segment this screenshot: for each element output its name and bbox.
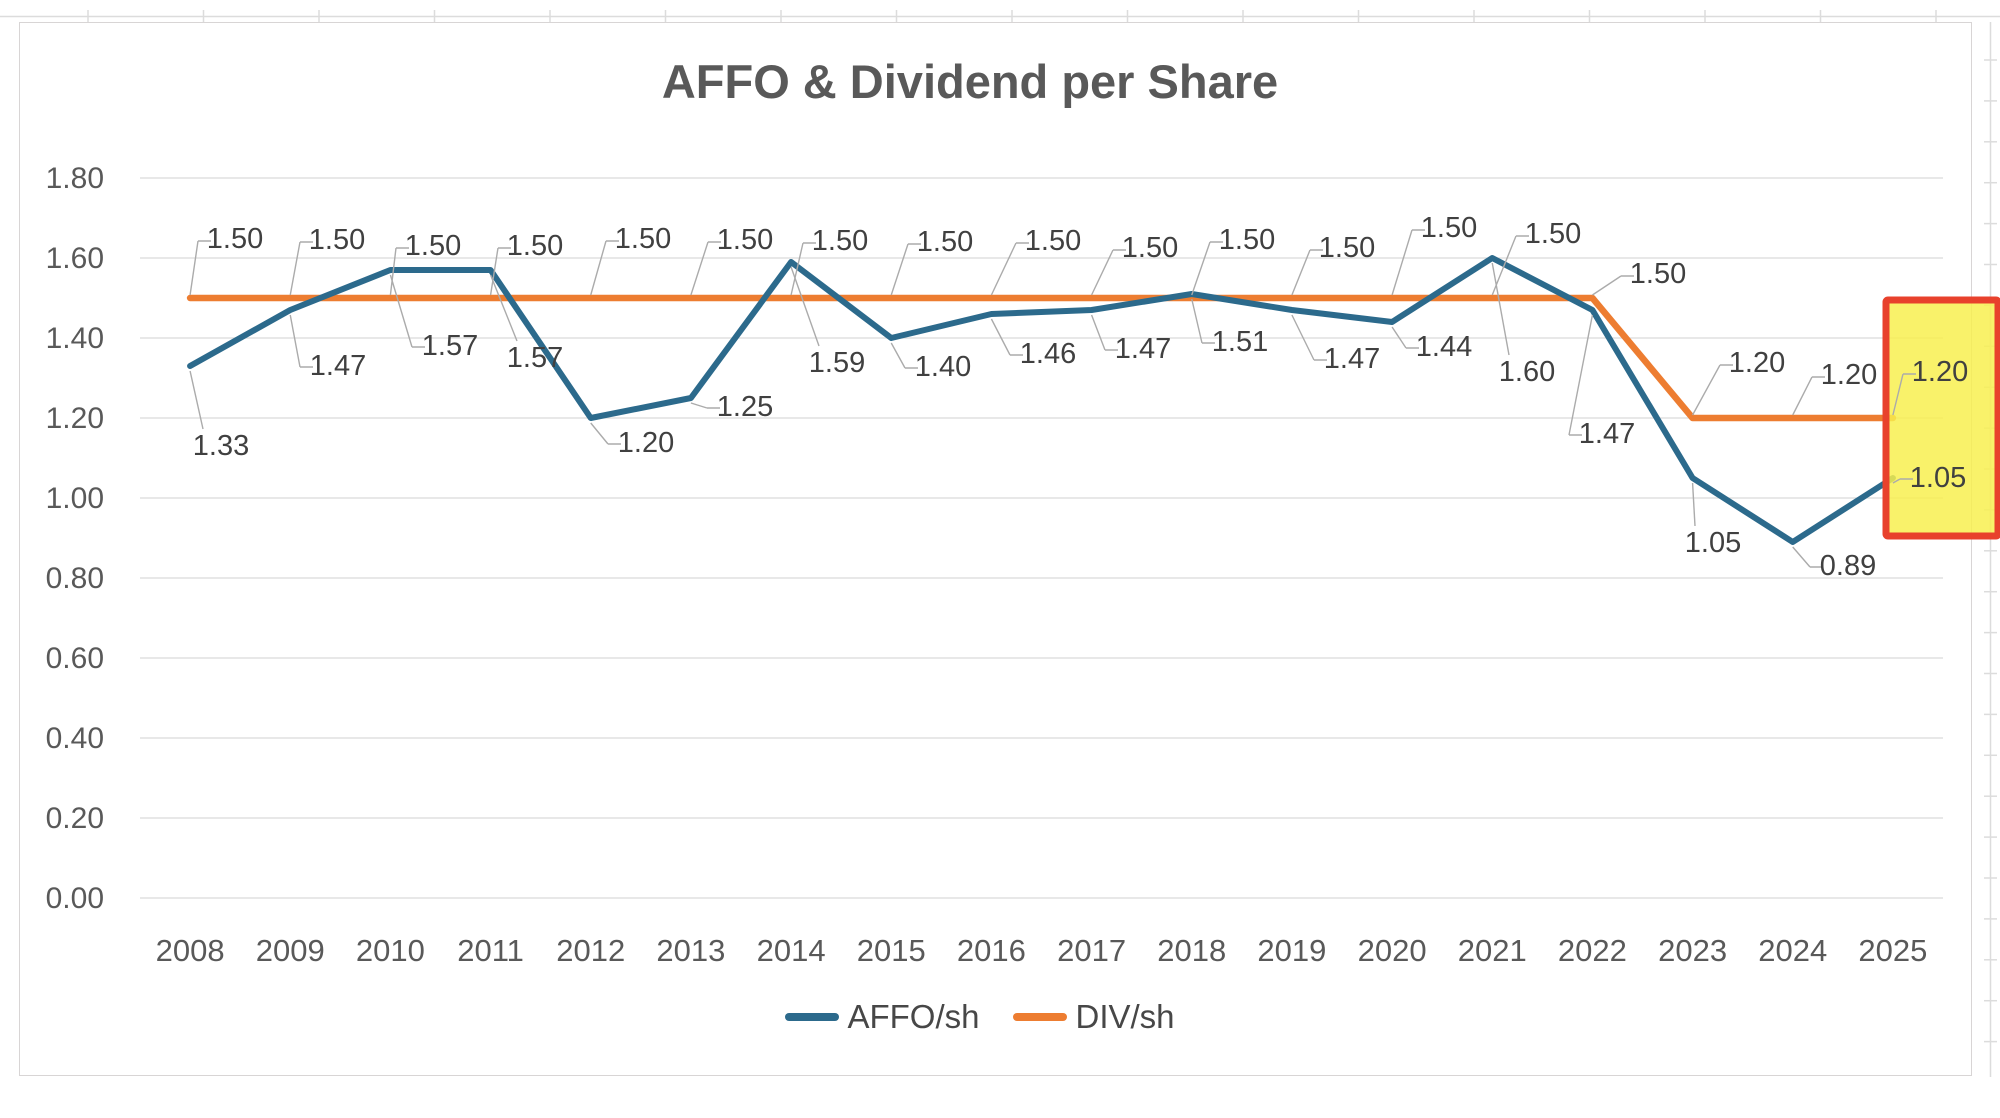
y-tick-label: 1.80 <box>46 162 104 195</box>
affo-data-label: 1.57 <box>422 330 478 362</box>
div-data-label: 1.50 <box>1319 232 1375 264</box>
affo-data-label: 0.89 <box>1820 550 1876 582</box>
x-tick-label: 2009 <box>256 933 325 968</box>
x-axis-labels: 2008 2009 2010 2011 2012 2013 2014 2015 2016 2017… <box>156 933 1928 968</box>
affo-data-label: 1.47 <box>310 350 366 382</box>
affo-data-label: 1.25 <box>717 391 773 423</box>
affo-data-label: 1.05 <box>1685 527 1741 559</box>
div-data-label: 1.50 <box>812 225 868 257</box>
highlighted-labels: 1.20 1.05 <box>1892 356 1968 494</box>
affo-line-marker <box>785 1013 840 1021</box>
affo-data-label: 1.33 <box>193 430 249 462</box>
affo-data-label: 1.40 <box>915 351 971 383</box>
x-tick-label: 2016 <box>957 933 1026 968</box>
affo-data-label: 1.51 <box>1212 326 1268 358</box>
legend-item-div[interactable]: DIV/sh <box>1013 998 1175 1036</box>
div-data-label: 1.50 <box>405 230 461 262</box>
highlight-box-2025[interactable] <box>1882 296 2000 540</box>
div-data-label: 1.50 <box>1025 225 1081 257</box>
chart-object[interactable] <box>19 22 1972 1076</box>
affo-series-line[interactable] <box>187 255 1896 545</box>
gridlines <box>140 177 1943 899</box>
div-data-label: 1.50 <box>1630 258 1686 290</box>
legend-label-div: DIV/sh <box>1075 998 1175 1035</box>
x-tick-label: 2023 <box>1658 933 1727 968</box>
y-tick-label: 0.60 <box>46 642 104 675</box>
y-tick-label: 1.60 <box>46 242 104 275</box>
div-data-label: 1.50 <box>1219 224 1275 256</box>
data-labels: 1.50 1.33 1.50 1.47 1.50 1.57 1.50 1.57 1.50 1.20… <box>189 212 1877 582</box>
x-tick-label: 2024 <box>1758 933 1827 968</box>
legend: AFFO/sh DIV/sh <box>0 998 1960 1036</box>
div-data-label: 1.50 <box>309 224 365 256</box>
affo-data-label: 1.59 <box>809 347 865 379</box>
legend-label-affo: AFFO/sh <box>847 998 980 1035</box>
div-data-label: 1.50 <box>917 226 973 258</box>
div-data-label: 1.50 <box>1122 232 1178 264</box>
div-data-label: 1.50 <box>615 223 671 255</box>
y-tick-label: 0.80 <box>46 562 104 595</box>
x-tick-label: 2013 <box>656 933 725 968</box>
affo-data-label: 1.47 <box>1115 333 1171 365</box>
y-tick-label: 0.20 <box>46 802 104 835</box>
x-tick-label: 2018 <box>1157 933 1226 968</box>
x-tick-label: 2008 <box>156 933 225 968</box>
legend-item-affo[interactable]: AFFO/sh <box>785 998 979 1036</box>
affo-data-label: 1.60 <box>1499 356 1555 388</box>
div-data-label: 1.20 <box>1729 347 1785 379</box>
div-data-label-2025: 1.20 <box>1912 356 1968 388</box>
y-tick-label: 0.40 <box>46 722 104 755</box>
x-tick-label: 2021 <box>1458 933 1527 968</box>
x-tick-label: 2022 <box>1558 933 1627 968</box>
affo-data-label: 1.20 <box>618 427 674 459</box>
div-data-label: 1.20 <box>1821 359 1877 391</box>
x-tick-label: 2015 <box>857 933 926 968</box>
div-data-label: 1.50 <box>207 223 263 255</box>
x-tick-label: 2017 <box>1057 933 1126 968</box>
y-tick-label: 1.00 <box>46 482 104 515</box>
x-tick-label: 2019 <box>1257 933 1326 968</box>
affo-data-label-2025: 1.05 <box>1910 462 1966 494</box>
div-data-label: 1.50 <box>507 230 563 262</box>
y-axis-labels: 0.00 0.20 0.40 0.60 0.80 1.00 1.20 1.40 1.60 1.80 <box>46 162 104 915</box>
div-line-marker <box>1013 1013 1068 1021</box>
affo-data-label: 1.44 <box>1416 331 1472 363</box>
y-tick-label: 1.40 <box>46 322 104 355</box>
x-tick-label: 2014 <box>757 933 826 968</box>
div-series-line[interactable] <box>186 294 1897 422</box>
div-data-label: 1.50 <box>1525 218 1581 250</box>
chart-title: AFFO & Dividend per Share <box>661 55 1279 108</box>
x-tick-label: 2011 <box>457 933 524 968</box>
affo-data-label: 1.47 <box>1579 418 1635 450</box>
x-tick-label: 2020 <box>1358 933 1427 968</box>
x-tick-label: 2012 <box>556 933 625 968</box>
div-data-label: 1.50 <box>1421 212 1477 244</box>
div-data-label: 1.50 <box>717 224 773 256</box>
affo-data-label: 1.47 <box>1324 343 1380 375</box>
affo-data-label: 1.57 <box>507 342 563 374</box>
affo-data-label: 1.46 <box>1020 338 1076 370</box>
y-tick-label: 0.00 <box>46 882 104 915</box>
x-tick-label: 2010 <box>356 933 425 968</box>
x-tick-label: 2025 <box>1858 933 1927 968</box>
y-tick-label: 1.20 <box>46 402 104 435</box>
